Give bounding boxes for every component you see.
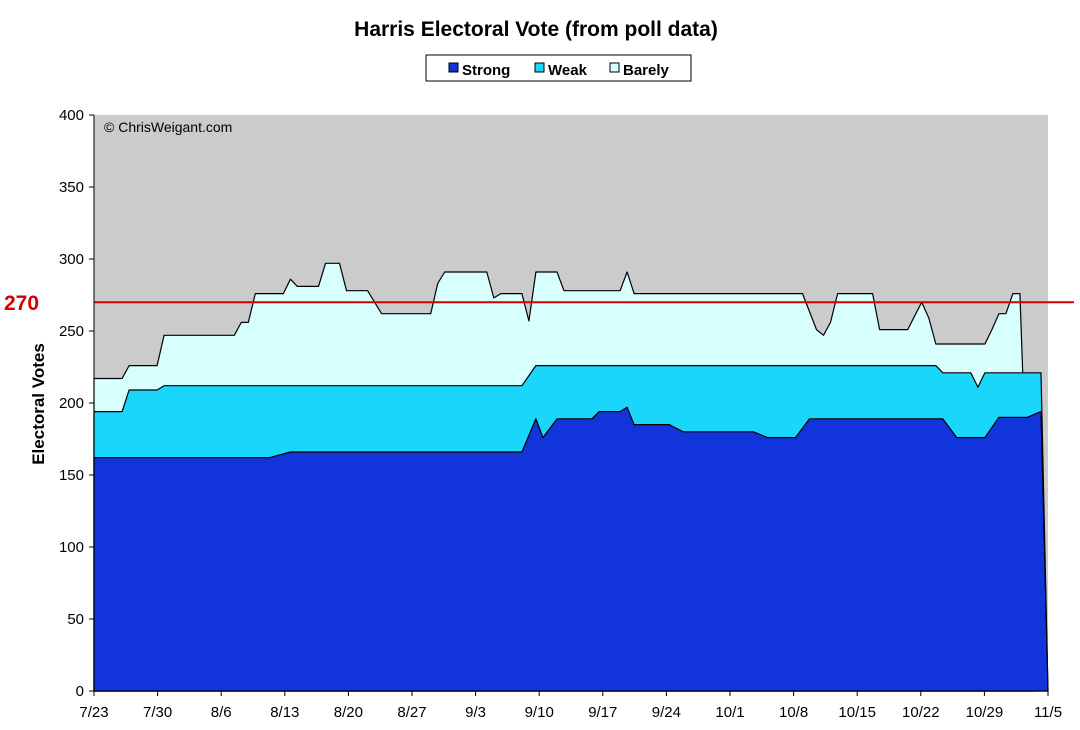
legend-label-barely: Barely [623, 62, 670, 79]
legend-label-strong: Strong [462, 62, 510, 79]
legend-swatch-weak [534, 62, 545, 73]
y-tick-label: 300 [59, 251, 84, 268]
series-area-strong [93, 406, 1049, 692]
reference-line-label: 270 [4, 292, 39, 315]
y-axis-title: Electoral Votes [29, 343, 48, 465]
y-tick-label: 400 [59, 107, 84, 124]
legend-swatch-barely [609, 62, 620, 73]
x-tick-label: 8/6 [211, 704, 232, 721]
x-tick-label: 9/24 [652, 704, 681, 721]
y-tick-label: 200 [59, 395, 84, 412]
y-tick-label: 50 [67, 611, 84, 628]
y-tick-label: 0 [76, 683, 84, 700]
x-tick-label: 9/17 [588, 704, 617, 721]
x-tick-label: 7/23 [79, 704, 108, 721]
x-tick-label: 8/13 [270, 704, 299, 721]
legend-label-weak: Weak [548, 62, 588, 79]
y-tick-label: 100 [59, 539, 84, 556]
legend: Strong Weak Barely [425, 54, 692, 82]
y-tick-label: 250 [59, 323, 84, 340]
x-tick-label: 10/29 [966, 704, 1004, 721]
x-tick-label: 10/1 [715, 704, 744, 721]
x-tick-label: 10/15 [838, 704, 876, 721]
copyright-label: © ChrisWeigant.com [104, 119, 232, 135]
x-tick-label: 9/10 [525, 704, 554, 721]
y-tick-label: 350 [59, 179, 84, 196]
legend-swatch-strong [448, 62, 459, 73]
x-tick-label: 10/8 [779, 704, 808, 721]
x-tick-label: 7/30 [143, 704, 172, 721]
legend-box [425, 54, 692, 82]
chart-title: Harris Electoral Vote (from poll data) [354, 18, 718, 41]
y-tick-label: 150 [59, 467, 84, 484]
x-tick-label: 8/27 [397, 704, 426, 721]
x-tick-label: 8/20 [334, 704, 363, 721]
plot-area [93, 115, 1074, 692]
x-tick-label: 9/3 [465, 704, 486, 721]
x-tick-label: 10/22 [902, 704, 940, 721]
x-tick-label: 11/5 [1034, 704, 1062, 721]
